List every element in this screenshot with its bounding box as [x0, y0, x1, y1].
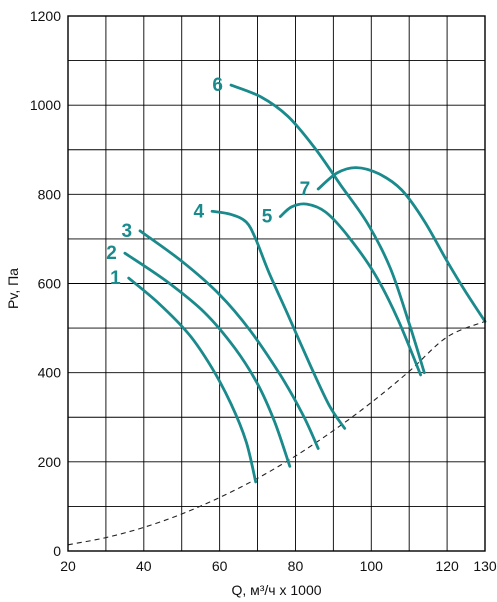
x-tick-label: 40 [136, 558, 152, 574]
y-tick-label: 400 [38, 365, 62, 381]
curve-label-1: 1 [110, 268, 121, 289]
fan-curve-6 [229, 83, 426, 375]
curve-label-7: 7 [300, 179, 311, 200]
grid [68, 16, 485, 551]
system-curve-group [67, 320, 486, 546]
plot-frame [67, 15, 486, 552]
curve-label-2: 2 [106, 243, 117, 264]
y-tick-label: 200 [38, 454, 62, 470]
y-tick-label: 1200 [30, 8, 61, 24]
y-tick-label: 600 [38, 276, 62, 292]
curve-label-4: 4 [193, 201, 204, 222]
fan-curve-5 [278, 202, 422, 377]
fan-curve-7 [316, 166, 487, 323]
system-curve [67, 320, 486, 546]
x-tick-label: 120 [435, 558, 459, 574]
x-tick-label: 60 [212, 558, 228, 574]
y-tick-label: 800 [38, 186, 62, 202]
x-tick-label: 130 [473, 558, 497, 574]
axis-ticks: 20 40 60 80 100 120 130 0 200 400 600 800 1000 1200 [30, 8, 497, 574]
fan-curve-3 [138, 229, 320, 450]
y-tick-label: 0 [53, 543, 61, 559]
fan-curves [123, 83, 487, 484]
curve-label-3: 3 [121, 221, 132, 242]
x-tick-label: 20 [60, 558, 76, 574]
x-tick-label: 100 [360, 558, 384, 574]
curve-label-6: 6 [212, 75, 223, 96]
curve-label-5: 5 [262, 207, 273, 228]
fan-curve-2 [123, 251, 292, 468]
y-axis-label: Pv, Па [5, 268, 21, 309]
y-tick-label: 1000 [30, 97, 61, 113]
x-axis-label: Q, м³/ч х 1000 [231, 582, 321, 598]
fan-curve-1 [127, 276, 258, 484]
fan-curve-4 [210, 209, 347, 430]
x-tick-label: 80 [288, 558, 304, 574]
